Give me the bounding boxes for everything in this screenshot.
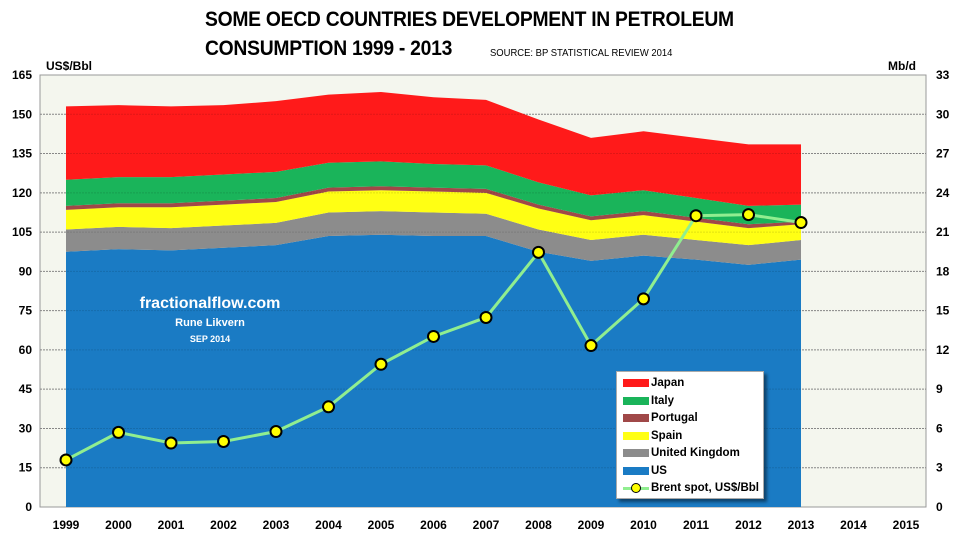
legend-item: Spain <box>623 428 682 444</box>
legend-swatch-icon <box>623 449 649 457</box>
x-tick-label: 2006 <box>420 518 447 532</box>
brent-point <box>322 400 335 414</box>
x-tick-label: 2012 <box>735 518 762 532</box>
brent-point <box>164 436 178 450</box>
brent-point <box>479 310 493 324</box>
chart-title-line1: SOME OECD COUNTRIES DEVELOPMENT IN PETRO… <box>205 8 734 31</box>
y-left-tick-label: 165 <box>12 68 32 82</box>
x-tick-label: 1999 <box>53 518 80 532</box>
x-tick-label: 2013 <box>788 518 815 532</box>
x-tick-label: 2014 <box>840 518 867 532</box>
legend-label: Brent spot, US$/Bbl <box>651 482 759 494</box>
brent-point <box>584 339 598 353</box>
right-axis-title: Mb/d <box>888 59 916 73</box>
x-tick-label: 2010 <box>630 518 657 532</box>
brent-point <box>374 357 388 371</box>
legend-item: Portugal <box>623 410 698 426</box>
brent-point <box>217 434 230 448</box>
y-right-tick-label: 30 <box>936 107 950 121</box>
y-right-tick-label: 15 <box>936 304 950 318</box>
y-left-tick-label: 0 <box>25 500 32 514</box>
brent-point <box>637 292 650 306</box>
y-right-tick-label: 0 <box>936 500 943 514</box>
brent-point <box>689 209 703 223</box>
brent-point <box>59 453 73 467</box>
watermark-author: Rune Likvern <box>175 317 245 329</box>
brent-point <box>742 208 755 222</box>
legend-item: United Kingdom <box>623 445 740 461</box>
brent-point <box>532 245 545 259</box>
legend-label: Japan <box>651 377 685 389</box>
chart-title-line2: CONSUMPTION 1999 - 2013 <box>205 37 453 60</box>
y-right-tick-label: 21 <box>936 225 950 239</box>
x-tick-label: 2000 <box>105 518 132 532</box>
legend-item: US <box>623 463 667 479</box>
legend-label: Italy <box>651 394 675 407</box>
x-tick-label: 2015 <box>893 518 920 532</box>
x-tick-label: 2004 <box>315 518 342 532</box>
y-left-tick-label: 90 <box>19 264 33 278</box>
brent-point <box>427 329 440 343</box>
legend-swatch-icon <box>623 431 649 440</box>
y-right-tick-label: 24 <box>936 186 950 200</box>
x-tick-label: 2003 <box>263 518 290 532</box>
y-left-tick-label: 150 <box>12 107 32 121</box>
y-left-tick-label: 45 <box>19 382 33 396</box>
area-italy <box>66 161 801 225</box>
x-tick-label: 2001 <box>158 518 185 532</box>
y-left-tick-label: 135 <box>12 147 32 161</box>
x-tick-label: 2005 <box>368 518 395 532</box>
watermark-date: SEP 2014 <box>189 334 231 344</box>
x-tick-label: 2008 <box>525 518 552 532</box>
legend-item: Italy <box>623 393 674 409</box>
legend-label: Portugal <box>651 412 698 424</box>
y-left-tick-label: 105 <box>12 225 32 239</box>
brent-point <box>269 425 283 439</box>
left-axis-title: US$/Bbl <box>46 59 93 73</box>
y-right-tick-label: 3 <box>936 461 943 475</box>
chart-source: SOURCE: BP STATISTICAL REVIEW 2014 <box>490 47 673 59</box>
legend-label: Spain <box>651 429 683 442</box>
x-tick-label: 2011 <box>683 518 709 532</box>
y-left-tick-label: 120 <box>12 186 32 200</box>
legend-label: United Kingdom <box>651 447 740 459</box>
x-tick-label: 2009 <box>578 518 605 532</box>
y-right-tick-label: 12 <box>936 343 950 357</box>
legend: Japan Italy Portugal Spain United Kingdom US B… <box>616 371 764 499</box>
legend-label: US <box>651 464 667 477</box>
y-left-tick-label: 60 <box>19 343 33 357</box>
y-left-tick-label: 75 <box>19 304 33 318</box>
y-right-tick-label: 9 <box>936 382 943 396</box>
legend-swatch-icon <box>623 414 649 422</box>
legend-line-marker-icon <box>623 482 649 494</box>
y-right-tick-label: 18 <box>936 264 950 278</box>
watermark-site: fractionalflow.com <box>139 295 281 312</box>
y-right-tick-label: 6 <box>936 421 943 435</box>
area-japan <box>66 92 801 206</box>
brent-point <box>112 425 125 439</box>
brent-point <box>794 216 808 230</box>
legend-item: Japan <box>623 375 684 391</box>
y-right-tick-label: 33 <box>936 68 950 82</box>
legend-swatch-icon <box>623 379 649 387</box>
legend-swatch-icon <box>623 466 649 475</box>
x-tick-label: 2007 <box>473 518 500 532</box>
y-left-tick-label: 15 <box>19 461 33 475</box>
area-united-kingdom <box>66 211 801 265</box>
area-spain <box>66 190 801 246</box>
y-right-tick-label: 27 <box>936 147 950 161</box>
y-left-tick-label: 30 <box>19 421 33 435</box>
x-tick-label: 2002 <box>210 518 237 532</box>
area-portugal <box>66 186 801 229</box>
legend-swatch-icon <box>623 396 649 405</box>
legend-item: Brent spot, US$/Bbl <box>623 480 759 496</box>
